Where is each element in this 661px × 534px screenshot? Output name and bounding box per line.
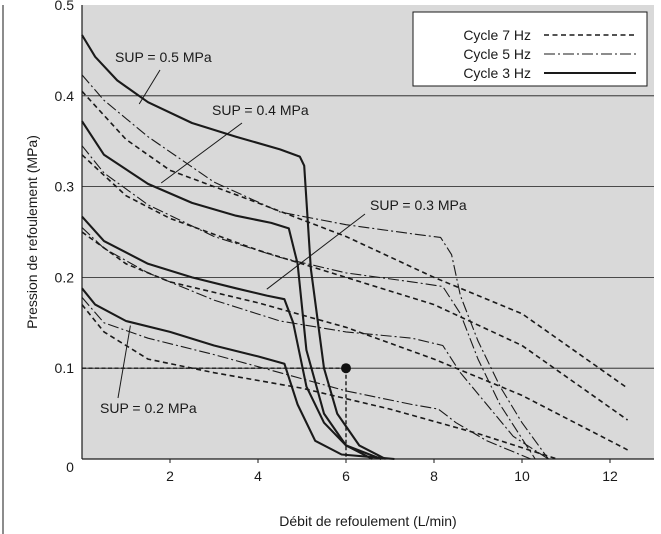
x-axis-label: Débit de refoulement (L/min)	[279, 513, 456, 529]
curve-dashdot-1	[81, 74, 549, 460]
curve-dashed-2	[81, 90, 629, 389]
curve-solid-6	[81, 215, 382, 460]
x-tick-label: 8	[430, 468, 438, 484]
y-tick-label: 0.1	[55, 360, 75, 376]
annotation-label: SUP = 0.2 MPa	[100, 400, 197, 416]
legend-label: Cycle 3 Hz	[463, 65, 531, 81]
annotation-label: SUP = 0.3 MPa	[370, 197, 467, 213]
x-tick-label: 6	[342, 468, 350, 484]
y-tick-label: 0.5	[55, 0, 75, 13]
operating-marker-group	[82, 363, 351, 459]
curve-solid-9	[81, 287, 395, 461]
legend-label: Cycle 7 Hz	[463, 27, 531, 43]
curves	[81, 34, 629, 461]
y-tick-label: 0.3	[55, 179, 75, 195]
annotation-leader	[138, 69, 161, 105]
annotation-label-bg	[112, 48, 215, 66]
curve-dashed-11	[81, 304, 558, 460]
annotation-leader	[117, 325, 131, 399]
x-tick-label: 4	[254, 468, 262, 484]
x-tick-label: 2	[166, 468, 174, 484]
curve-dashdot-4	[81, 145, 536, 460]
x-tick-label: 10	[514, 468, 530, 484]
annotation-label: SUP = 0.5 MPa	[115, 49, 212, 65]
origin-label: 0	[66, 459, 74, 475]
operating-point-marker	[341, 363, 351, 374]
annotations: SUP = 0.5 MPa SUP = 0.4 MPa SUP = 0.3 MPa S…	[97, 48, 470, 417]
y-tick-label: 0.4	[55, 88, 75, 104]
legend: Cycle 7 Hz Cycle 5 Hz Cycle 3 Hz	[412, 11, 648, 87]
curve-dashdot-7	[81, 227, 549, 460]
annotation-label: SUP = 0.4 MPa	[212, 102, 309, 118]
axis-ticks: 2 4 6 8 10 12 0.1 0.2 0.3 0.4 0.5	[55, 0, 618, 484]
curve-dashed-8	[81, 231, 628, 451]
curve-solid-0	[81, 34, 387, 460]
x-tick-label: 12	[602, 468, 618, 484]
annotation-label-bg	[367, 196, 470, 214]
curve-dashed-5	[81, 154, 629, 421]
y-tick-label: 0.2	[55, 269, 75, 285]
annotation-leader	[160, 122, 243, 184]
legend-label: Cycle 5 Hz	[463, 46, 531, 62]
annotation-leader	[266, 213, 366, 290]
curve-solid-3	[81, 120, 373, 460]
annotation-label-bg	[97, 399, 200, 417]
y-axis-label: Pression de refoulement (MPa)	[24, 135, 40, 329]
gridlines	[82, 95, 654, 369]
annotation-label-bg	[209, 101, 312, 119]
